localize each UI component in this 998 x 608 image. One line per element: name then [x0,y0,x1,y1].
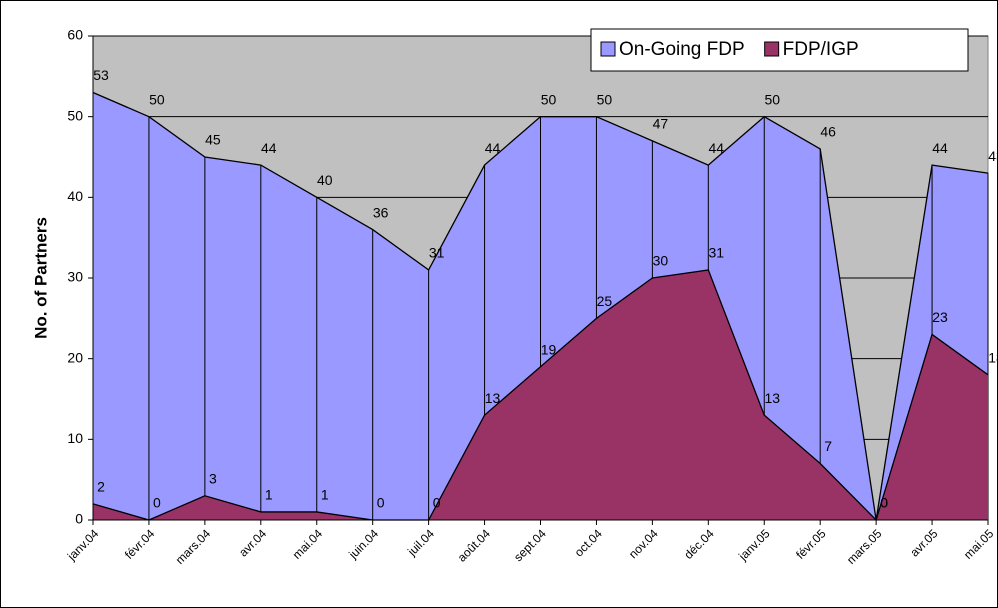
y-tick-label: 10 [67,430,83,446]
data-label: 46 [820,124,836,140]
y-tick-label: 60 [67,27,83,43]
data-label: 44 [261,140,277,156]
data-label: 0 [880,495,888,511]
data-label: 31 [709,245,725,261]
data-label: 19 [541,341,557,357]
legend-swatch [764,41,780,57]
data-label: 7 [824,438,832,454]
data-label: 50 [149,91,165,107]
data-label: 13 [485,390,501,406]
data-label: 44 [932,140,948,156]
area [93,269,988,520]
y-tick-label: 0 [75,511,83,527]
data-label: 0 [880,495,888,511]
legend: On-Going FDP FDP/IGP [590,28,969,72]
data-label: 50 [764,91,780,107]
data-label: 36 [373,204,389,220]
legend-label: On-Going FDP [619,39,745,60]
data-label: 3 [209,471,217,487]
legend-swatch [600,41,616,57]
data-label: 0 [153,495,161,511]
data-label: 40 [317,172,333,188]
y-tick-label: 20 [67,349,83,365]
data-label: 23 [932,309,948,325]
y-tick-label: 40 [67,188,83,204]
data-label: 13 [764,390,780,406]
data-label: 1 [265,487,273,503]
data-label: 50 [597,91,613,107]
legend-box [590,28,969,72]
data-label: 0 [377,495,385,511]
data-label: 2 [97,479,105,495]
data-label: 18 [988,350,998,366]
data-label: 44 [709,140,725,156]
data-label: 47 [653,116,669,132]
data-label: 1 [321,487,329,503]
y-tick-label: 30 [67,269,83,285]
data-label: 31 [429,245,445,261]
y-tick-label: 50 [67,107,83,123]
data-label: 53 [93,67,109,83]
data-label: 44 [485,140,501,156]
legend-label: FDP/IGP [783,39,859,60]
data-label: 50 [541,91,557,107]
area-outline [92,269,989,522]
data-label: 43 [988,148,998,164]
y-axis-label: No. of Partners [31,217,50,339]
data-label: 30 [653,253,669,269]
data-label: 45 [205,132,221,148]
data-label: 0 [433,495,441,511]
data-label: 25 [597,293,613,309]
